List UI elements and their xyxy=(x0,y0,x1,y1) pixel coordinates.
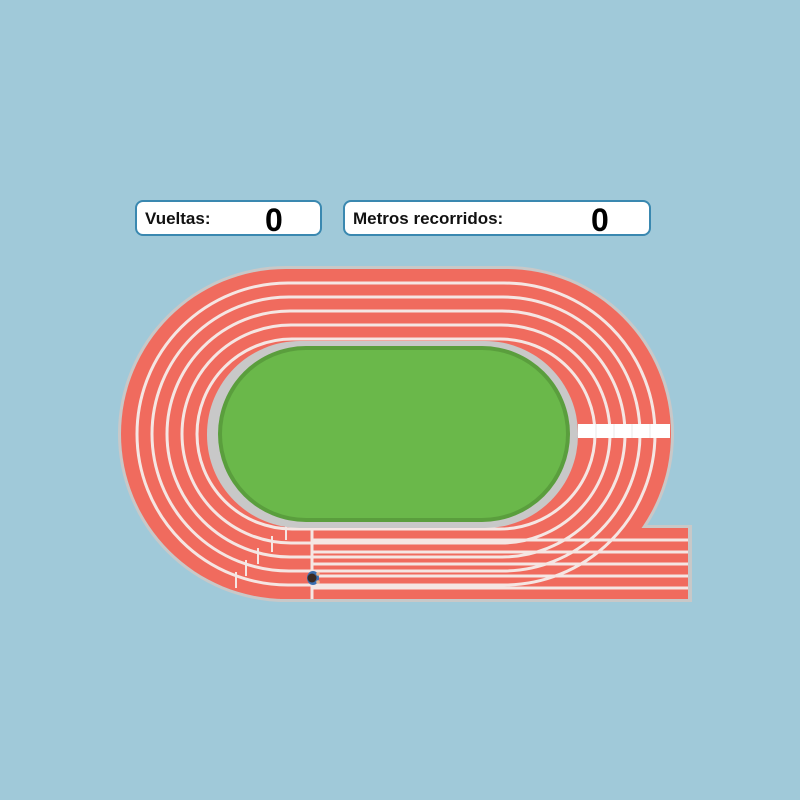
runner-hand xyxy=(316,580,320,584)
meters-label: Metros recorridos: xyxy=(353,209,504,228)
laps-label: Vueltas: xyxy=(145,209,211,228)
finish-line-dividers xyxy=(595,424,651,438)
track-surface xyxy=(118,266,692,602)
runner-icon[interactable] xyxy=(307,571,320,585)
infield xyxy=(222,350,566,518)
meters-counter: Metros recorridos: 0 xyxy=(343,200,651,238)
meters-value: 0 xyxy=(591,202,609,238)
straight-lane-lines xyxy=(310,528,688,599)
runner-hand xyxy=(316,572,320,576)
laps-value: 0 xyxy=(265,202,283,238)
runner-head xyxy=(307,573,317,583)
finish-line xyxy=(578,424,670,438)
laps-counter: Vueltas: 0 xyxy=(135,200,322,238)
